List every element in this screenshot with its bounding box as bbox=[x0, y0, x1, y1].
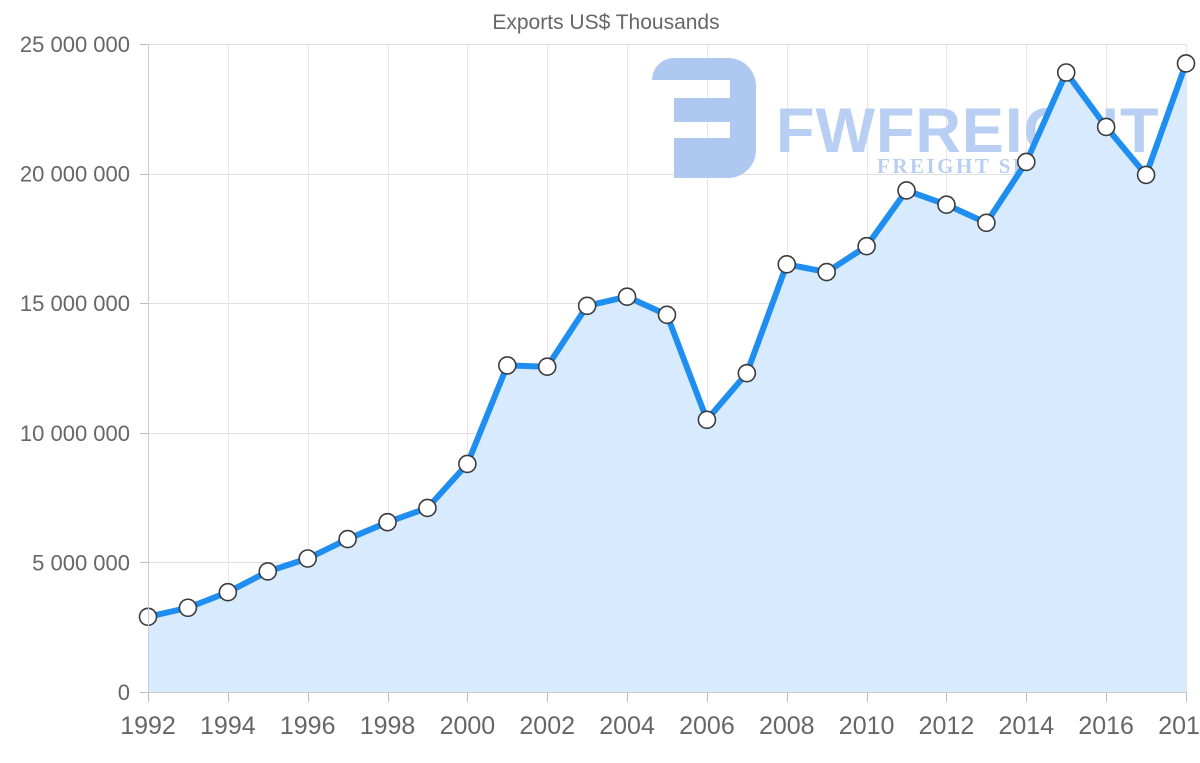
data-point-marker bbox=[218, 582, 238, 602]
data-point-marker bbox=[1176, 54, 1196, 73]
x-axis-tick-label: 2000 bbox=[440, 712, 496, 740]
data-point-marker bbox=[1136, 165, 1156, 185]
x-axis-labels: 1992 1994 1996 1998 2000 2002 2004 2006 2008 2010… bbox=[120, 712, 1200, 740]
x-axis-tick-label: 2014 bbox=[998, 712, 1054, 740]
data-point-marker bbox=[857, 236, 876, 256]
x-axis-tick-label: 1992 bbox=[120, 712, 176, 740]
x-axis-tick-label: 2010 bbox=[839, 712, 895, 740]
data-point-marker bbox=[418, 498, 437, 518]
x-axis-tick-label: 2002 bbox=[519, 712, 575, 740]
data-point-marker bbox=[1096, 117, 1116, 137]
data-point-marker bbox=[338, 529, 357, 549]
y-axis-ticks bbox=[140, 44, 148, 693]
data-point-marker bbox=[1056, 63, 1076, 82]
data-point-marker bbox=[577, 296, 597, 316]
data-point-marker bbox=[937, 195, 956, 214]
data-point-marker bbox=[178, 598, 198, 618]
y-axis-tick-label: 5 000 000 bbox=[32, 550, 130, 575]
x-axis-tick-label: 2016 bbox=[1078, 712, 1134, 740]
x-axis-ticks bbox=[148, 692, 1187, 702]
y-axis-tick-label: 15 000 000 bbox=[20, 291, 130, 316]
data-point-marker bbox=[817, 262, 836, 282]
data-point-marker bbox=[617, 287, 637, 307]
x-axis-tick-label: 2012 bbox=[919, 712, 975, 740]
x-axis-tick-label: 2006 bbox=[679, 712, 735, 740]
data-point-marker bbox=[697, 410, 717, 430]
x-axis-tick-label: 1996 bbox=[280, 712, 336, 740]
y-axis-tick-label: 10 000 000 bbox=[20, 421, 130, 446]
series-markers bbox=[138, 54, 1196, 627]
x-axis-tick-label: 2018 bbox=[1158, 712, 1200, 740]
data-point-marker bbox=[498, 356, 517, 375]
x-axis-tick-label: 1998 bbox=[360, 712, 416, 740]
chart-title: Exports US$ Thousands bbox=[492, 11, 719, 34]
y-axis-tick-label: 20 000 000 bbox=[20, 162, 130, 187]
data-point-marker bbox=[1017, 152, 1036, 172]
x-axis-tick-label: 2004 bbox=[599, 712, 655, 740]
data-point-marker bbox=[777, 255, 797, 274]
data-point-marker bbox=[537, 357, 557, 377]
y-axis-tick-label: 0 bbox=[118, 680, 130, 705]
y-axis-labels: 0 5 000 000 10 000 000 15 000 000 20 000 000… bbox=[20, 32, 130, 705]
data-point-marker bbox=[378, 512, 397, 532]
data-point-marker bbox=[657, 305, 677, 325]
data-point-marker bbox=[298, 549, 317, 568]
series-area-fill bbox=[148, 63, 1186, 692]
data-point-marker bbox=[737, 363, 757, 383]
data-point-marker bbox=[258, 562, 278, 581]
fwfreight-logo-mark bbox=[652, 58, 756, 178]
data-point-marker bbox=[977, 213, 996, 233]
data-point-marker bbox=[458, 454, 477, 474]
x-axis-tick-label: 1994 bbox=[200, 712, 256, 740]
x-axis-tick-label: 2008 bbox=[759, 712, 815, 740]
data-point-marker bbox=[897, 181, 916, 200]
y-axis-tick-label: 25 000 000 bbox=[20, 32, 130, 57]
